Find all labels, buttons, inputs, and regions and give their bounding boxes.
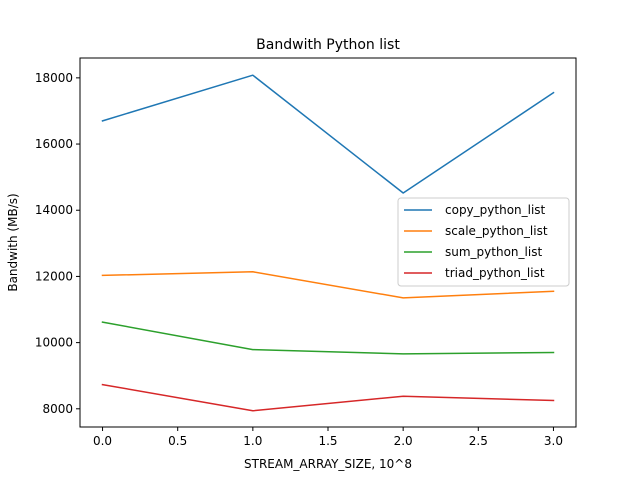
x-tick-label: 2.0 — [394, 434, 413, 448]
y-tick-label: 8000 — [42, 402, 73, 416]
y-axis-label: Bandwith (MB/s) — [6, 193, 20, 291]
y-tick-label: 14000 — [35, 203, 73, 217]
plot-frame — [79, 57, 577, 428]
series-line-copy-python-list — [101, 74, 555, 194]
legend-label: scale_python_list — [445, 224, 548, 238]
series-line-scale-python-list — [101, 271, 555, 299]
y-tick-label: 10000 — [35, 336, 73, 350]
legend-box — [397, 197, 570, 287]
y-tick-label: 16000 — [35, 137, 73, 151]
x-tick-label: 2.5 — [469, 434, 488, 448]
x-tick-label: 0.5 — [168, 434, 187, 448]
chart-title: Bandwith Python list — [256, 37, 400, 53]
x-tick-label: 3.0 — [544, 434, 563, 448]
legend-label: copy_python_list — [445, 203, 546, 217]
series-lines — [101, 74, 555, 412]
x-tick-label: 1.0 — [243, 434, 262, 448]
legend: copy_python_list scale_python_list sum_pyt… — [397, 197, 570, 287]
y-tick-label: 18000 — [35, 71, 73, 85]
x-tick-label: 0.0 — [93, 434, 112, 448]
legend-label: triad_python_list — [445, 266, 545, 280]
x-axis-ticks: 0.0 0.5 1.0 1.5 2.0 2.5 3.0 — [93, 427, 563, 448]
x-tick-label: 1.5 — [318, 434, 337, 448]
y-tick-label: 12000 — [35, 269, 73, 283]
legend-label: sum_python_list — [445, 245, 542, 259]
x-axis-label: STREAM_ARRAY_SIZE, 10^8 — [244, 457, 412, 471]
series-line-sum-python-list — [101, 321, 555, 355]
y-axis-ticks: 8000 10000 12000 14000 16000 18000 — [35, 71, 80, 416]
series-line-triad-python-list — [101, 383, 555, 412]
